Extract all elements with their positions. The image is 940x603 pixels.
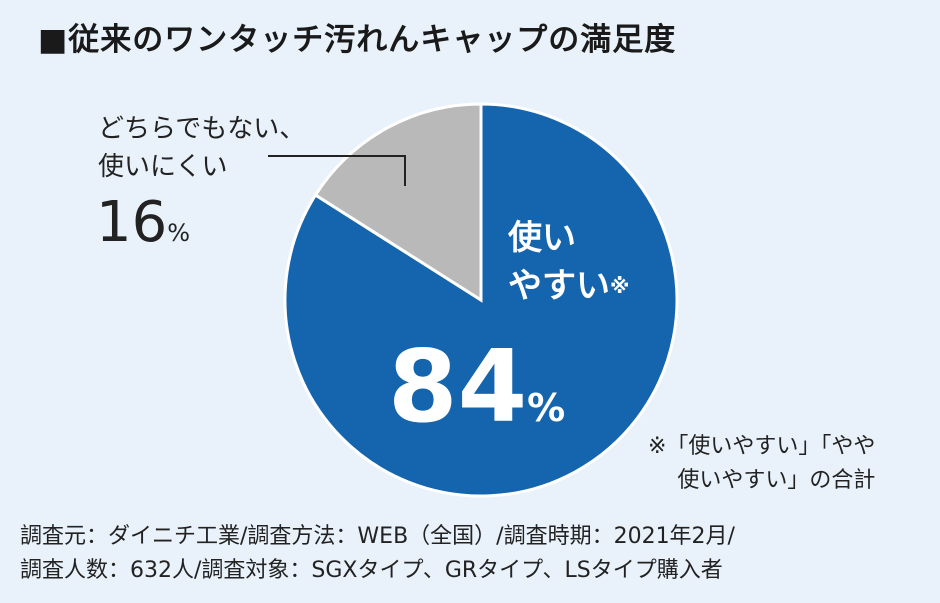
slice-label-neutral: どちらでもない、 使いにくい	[98, 110, 305, 186]
note-mark: ※	[610, 274, 630, 298]
data-label-neutral: 16%	[96, 190, 190, 255]
chart-title: ■従来のワンタッチ汚れんキャップの満足度	[38, 22, 677, 58]
survey-info: 調査元：ダイニチ工業/調査方法：WEB（全国）/調査時期：2021年2月/ 調査…	[20, 520, 735, 588]
pie-slice-1	[313, 102, 483, 303]
data-label-easy: 84%	[388, 328, 565, 445]
slice-label-line: どちらでもない、	[98, 114, 306, 144]
value: 84	[388, 328, 528, 445]
unit: %	[167, 219, 191, 247]
slice-label-line: 使いにくい	[98, 152, 228, 182]
survey-info-line: 調査元：ダイニチ工業/調査方法：WEB（全国）/調査時期：2021年2月/	[20, 524, 735, 549]
slice-label-line: やすい	[508, 266, 610, 306]
value: 16	[96, 190, 168, 255]
slice-label-easy: 使い やすい※	[508, 214, 629, 310]
unit: %	[527, 386, 566, 430]
survey-info-line: 調査人数：632人/調査対象：SGXタイプ、GRタイプ、LSタイプ購入者	[20, 558, 723, 583]
slice-label-line: 使い	[508, 218, 576, 258]
footnote-line: ※「使いやすい」「やや	[648, 434, 876, 459]
leader-line	[268, 155, 406, 186]
footnote-line: 使いやすい」の合計	[677, 468, 876, 493]
footnote: ※「使いやすい」「やや 使いやすい」の合計	[648, 430, 875, 498]
